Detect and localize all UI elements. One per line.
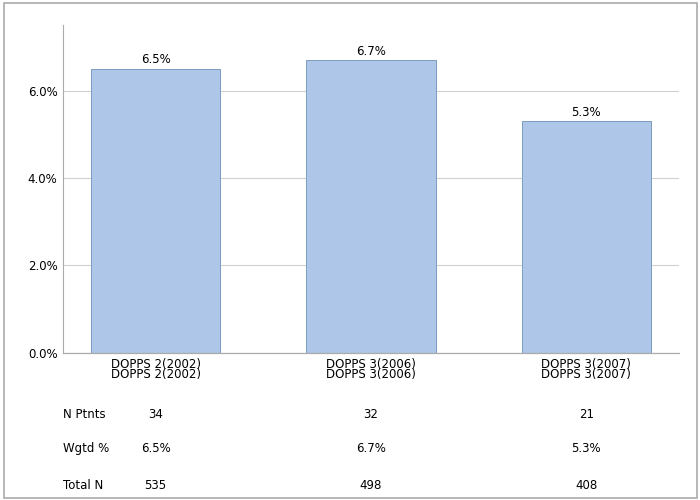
Text: 32: 32 xyxy=(363,408,379,421)
Text: Total N: Total N xyxy=(63,479,104,492)
Bar xyxy=(307,60,435,352)
Bar xyxy=(91,68,220,352)
Text: 21: 21 xyxy=(579,408,594,421)
Text: 6.7%: 6.7% xyxy=(356,442,386,455)
Text: 5.3%: 5.3% xyxy=(572,106,601,119)
Text: 6.5%: 6.5% xyxy=(141,442,171,455)
Text: N Ptnts: N Ptnts xyxy=(63,408,106,421)
Text: 498: 498 xyxy=(360,479,382,492)
Text: 6.7%: 6.7% xyxy=(356,45,386,58)
Bar xyxy=(522,121,651,352)
Text: 34: 34 xyxy=(148,408,163,421)
Text: 6.5%: 6.5% xyxy=(141,54,171,66)
Text: Wgtd %: Wgtd % xyxy=(63,442,109,455)
Text: DOPPS 2(2002): DOPPS 2(2002) xyxy=(111,368,201,381)
Text: 535: 535 xyxy=(145,479,167,492)
Text: 5.3%: 5.3% xyxy=(572,442,601,455)
Text: DOPPS 3(2006): DOPPS 3(2006) xyxy=(326,368,416,381)
Text: 408: 408 xyxy=(575,479,598,492)
Text: DOPPS 3(2007): DOPPS 3(2007) xyxy=(541,368,631,381)
